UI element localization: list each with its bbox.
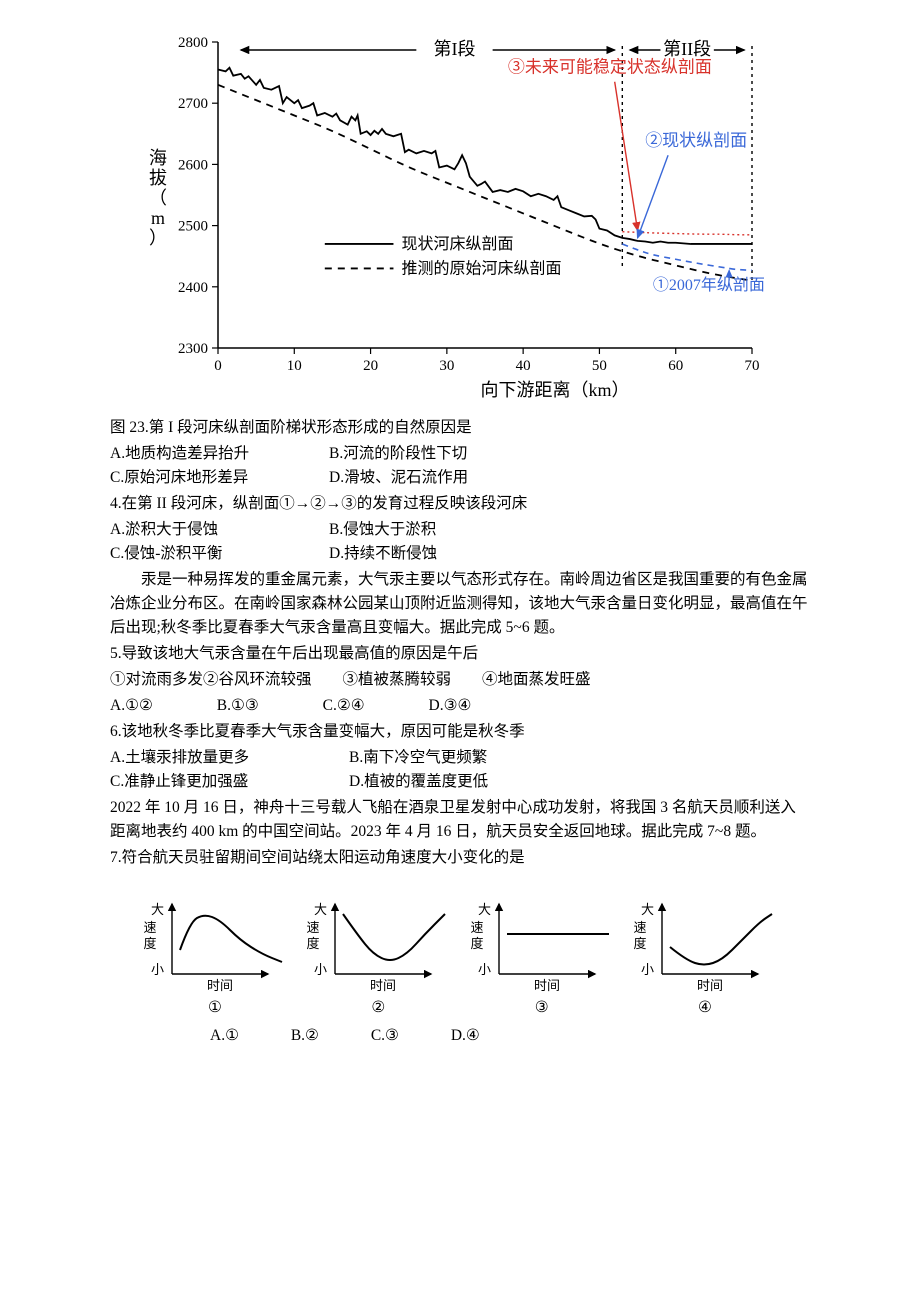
q4-option-b: B.侵蚀大于淤积 <box>329 518 436 542</box>
mini-chart-2: 大小 速度时间 <box>303 892 453 992</box>
passage-5-6: 汞是一种易挥发的重金属元素，大气汞主要以气态形式存在。南岭周边省区是我国重要的有… <box>110 568 810 640</box>
svg-text:50: 50 <box>592 358 607 374</box>
q7-option-b: B.② <box>291 1024 319 1048</box>
q5-option-c: C.②④ <box>323 694 365 718</box>
q7-option-c: C.③ <box>371 1024 399 1048</box>
svg-text:③未来可能稳定状态纵剖面: ③未来可能稳定状态纵剖面 <box>508 58 712 77</box>
svg-text:小: 小 <box>151 962 164 977</box>
svg-text:2800: 2800 <box>178 35 208 51</box>
svg-text:②现状纵剖面: ②现状纵剖面 <box>645 131 747 150</box>
svg-text:度: 度 <box>470 936 483 951</box>
mini-chart-4: 大小 速度时间 <box>630 892 780 992</box>
svg-text:速: 速 <box>307 920 320 935</box>
mini-label-2: ② <box>303 996 453 1020</box>
svg-text:40: 40 <box>516 358 531 374</box>
svg-text:时间: 时间 <box>534 978 560 992</box>
q5-option-d: D.③④ <box>429 694 472 718</box>
mini-chart-1: 大小 速度时间 <box>140 892 290 992</box>
svg-text:70: 70 <box>745 358 760 374</box>
svg-text:）: ） <box>149 228 167 248</box>
svg-text:小: 小 <box>641 962 654 977</box>
svg-text:第I段: 第I段 <box>433 39 475 59</box>
svg-text:20: 20 <box>363 358 378 374</box>
svg-text:第II段: 第II段 <box>663 39 711 59</box>
q23-option-b: B.河流的阶段性下切 <box>329 442 467 466</box>
q23-option-c: C.原始河床地形差异 <box>110 466 325 490</box>
q7-option-d: D.④ <box>451 1024 480 1048</box>
svg-text:大: 大 <box>314 902 327 917</box>
svg-text:大: 大 <box>151 902 164 917</box>
svg-text:速: 速 <box>143 920 156 935</box>
svg-text:2500: 2500 <box>178 219 208 235</box>
svg-text:拔: 拔 <box>149 168 167 188</box>
q6-stem: 6.该地秋冬季比夏春季大气汞含量变幅大，原因可能是秋冬季 <box>110 720 810 744</box>
svg-text:现状河床纵剖面: 现状河床纵剖面 <box>401 235 513 253</box>
svg-text:度: 度 <box>633 936 646 951</box>
q4-option-c: C.侵蚀-淤积平衡 <box>110 542 325 566</box>
svg-text:向下游距离（km）: 向下游距离（km） <box>480 380 629 400</box>
mini-label-3: ③ <box>467 996 617 1020</box>
q6-option-b: B.南下冷空气更频繁 <box>349 746 487 770</box>
svg-text:时间: 时间 <box>370 978 396 992</box>
svg-text:推测的原始河床纵剖面: 推测的原始河床纵剖面 <box>401 259 561 277</box>
svg-text:速: 速 <box>470 920 483 935</box>
svg-text:速: 速 <box>633 920 646 935</box>
q7-option-a: A.① <box>210 1024 239 1048</box>
svg-text:60: 60 <box>668 358 683 374</box>
svg-text:m: m <box>151 208 165 228</box>
svg-text:小: 小 <box>314 962 327 977</box>
svg-text:度: 度 <box>307 936 320 951</box>
svg-text:30: 30 <box>439 358 454 374</box>
q6-option-a: A.土壤汞排放量更多 <box>110 746 345 770</box>
q6-option-d: D.植被的覆盖度更低 <box>349 770 488 794</box>
q7-stem: 7.符合航天员驻留期间空间站绕太阳运动角速度大小变化的是 <box>110 846 810 870</box>
q23-option-d: D.滑坡、泥石流作用 <box>329 466 468 490</box>
svg-text:10: 10 <box>287 358 302 374</box>
q6-option-c: C.准静止锋更加强盛 <box>110 770 345 794</box>
svg-text:度: 度 <box>143 936 156 951</box>
svg-text:2600: 2600 <box>178 157 208 173</box>
mini-chart-labels: ① ② ③ ④ <box>140 996 780 1020</box>
q4-option-a: A.淤积大于侵蚀 <box>110 518 325 542</box>
riverbed-profile-chart: 2300 2400 2500 2600 2700 2800 0 10 20 30 40 50 60 70 向… <box>140 30 780 410</box>
mini-charts-row: 大小速度时间 大小速度时间 大小速度时间 大小速度时间 <box>140 892 780 992</box>
q5-stem: 5.导致该地大气汞含量在午后出现最高值的原因是午后 <box>110 642 810 666</box>
mini-chart-3: 大小 速度时间 <box>467 892 617 992</box>
mini-label-4: ④ <box>630 996 780 1020</box>
passage-7-8: 2022 年 10 月 16 日，神舟十三号载人飞船在酒泉卫星发射中心成功发射，… <box>110 796 810 844</box>
svg-text:（: （ <box>149 188 167 208</box>
q5-option-a: A.①② <box>110 694 153 718</box>
svg-text:①2007年纵剖面: ①2007年纵剖面 <box>653 276 765 294</box>
q7-options: A.① B.② C.③ D.④ <box>110 1024 810 1048</box>
q4-option-d: D.持续不断侵蚀 <box>329 542 437 566</box>
svg-text:时间: 时间 <box>207 978 233 992</box>
svg-text:时间: 时间 <box>697 978 723 992</box>
svg-text:2400: 2400 <box>178 280 208 296</box>
q5-options: A.①② B.①③ C.②④ D.③④ <box>110 694 810 718</box>
q23-caption: 图 23.第 I 段河床纵剖面阶梯状形态形成的自然原因是 <box>110 416 810 440</box>
q5-option-b: B.①③ <box>217 694 259 718</box>
svg-text:2700: 2700 <box>178 96 208 112</box>
svg-text:大: 大 <box>478 902 491 917</box>
mini-label-1: ① <box>140 996 290 1020</box>
svg-text:小: 小 <box>478 962 491 977</box>
svg-text:2300: 2300 <box>178 341 208 357</box>
q23-option-a: A.地质构造差异抬升 <box>110 442 325 466</box>
q4-stem: 4.在第 II 段河床，纵剖面①→②→③的发育过程反映该段河床 <box>110 492 810 516</box>
q5-items: ①对流雨多发②谷风环流较强 ③植被蒸腾较弱 ④地面蒸发旺盛 <box>110 668 810 692</box>
svg-text:海: 海 <box>149 148 167 168</box>
svg-text:0: 0 <box>214 358 222 374</box>
svg-text:大: 大 <box>641 902 654 917</box>
